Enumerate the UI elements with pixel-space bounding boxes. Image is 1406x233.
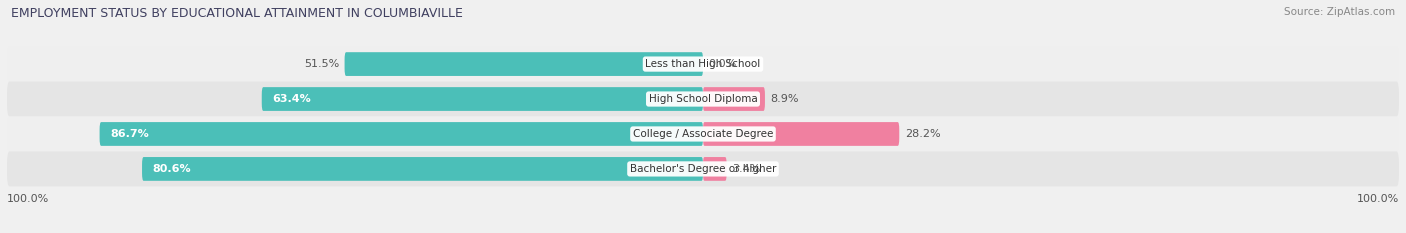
- Text: Less than High School: Less than High School: [645, 59, 761, 69]
- Text: 51.5%: 51.5%: [304, 59, 339, 69]
- FancyBboxPatch shape: [262, 87, 703, 111]
- FancyBboxPatch shape: [7, 47, 1399, 82]
- FancyBboxPatch shape: [7, 82, 1399, 116]
- FancyBboxPatch shape: [100, 122, 703, 146]
- Text: 100.0%: 100.0%: [1357, 194, 1399, 204]
- Text: 0.0%: 0.0%: [709, 59, 737, 69]
- Text: College / Associate Degree: College / Associate Degree: [633, 129, 773, 139]
- Text: 28.2%: 28.2%: [905, 129, 941, 139]
- FancyBboxPatch shape: [344, 52, 703, 76]
- Text: 80.6%: 80.6%: [152, 164, 191, 174]
- Text: 63.4%: 63.4%: [273, 94, 311, 104]
- FancyBboxPatch shape: [7, 116, 1399, 151]
- Text: 100.0%: 100.0%: [7, 194, 49, 204]
- Text: Bachelor's Degree or higher: Bachelor's Degree or higher: [630, 164, 776, 174]
- FancyBboxPatch shape: [703, 87, 765, 111]
- FancyBboxPatch shape: [703, 122, 900, 146]
- Text: Source: ZipAtlas.com: Source: ZipAtlas.com: [1284, 7, 1395, 17]
- Text: High School Diploma: High School Diploma: [648, 94, 758, 104]
- Text: 3.4%: 3.4%: [733, 164, 761, 174]
- Text: 8.9%: 8.9%: [770, 94, 799, 104]
- FancyBboxPatch shape: [7, 151, 1399, 186]
- FancyBboxPatch shape: [703, 157, 727, 181]
- Text: EMPLOYMENT STATUS BY EDUCATIONAL ATTAINMENT IN COLUMBIAVILLE: EMPLOYMENT STATUS BY EDUCATIONAL ATTAINM…: [11, 7, 463, 20]
- FancyBboxPatch shape: [142, 157, 703, 181]
- Text: 86.7%: 86.7%: [110, 129, 149, 139]
